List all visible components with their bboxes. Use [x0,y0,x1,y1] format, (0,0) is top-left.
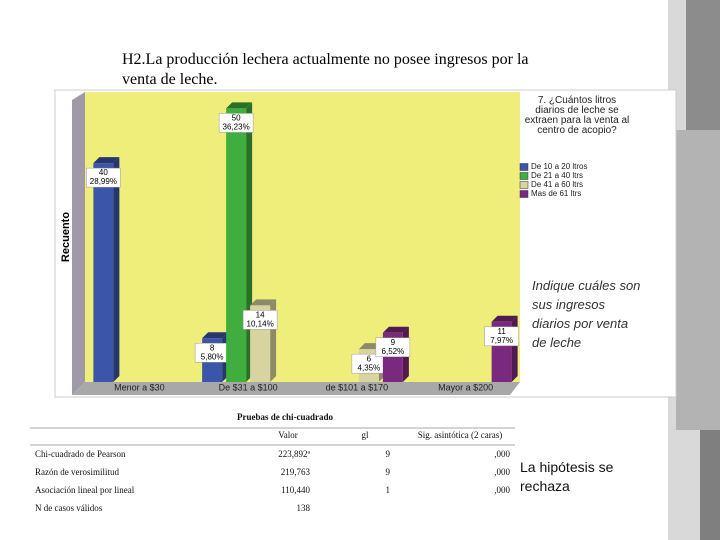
table-cell: ,000 [494,467,510,477]
bar-top [226,102,253,109]
x-tick-label: De $31 a $100 [219,382,278,392]
table-title: Pruebas de chi-cuadrado [237,412,334,422]
table-cell: 138 [297,503,311,513]
legend-label: De 41 a 60 ltrs [531,180,583,189]
data-label: 14 [256,311,265,320]
table-cell: 9 [386,467,391,477]
side-wall [72,92,85,395]
table-row-label: Chi-cuadrado de Pearson [35,449,126,459]
data-label-box [242,310,278,330]
data-label-box [375,337,411,358]
decor-strip [676,130,720,430]
data-label-box [86,167,121,188]
data-label: 50 [232,114,241,123]
side-note: Indique cuáles son sus ingresos diarios … [532,278,641,350]
table-row-label: N de casos válidos [35,503,103,513]
table-header: Sig. asintótica (2 caras) [418,430,502,440]
percent-label: 10,14% [247,320,274,329]
table-cell: 1 [386,485,391,495]
legend-label: De 21 a 40 ltrs [531,171,583,180]
bar-side [113,157,120,382]
decor-strip [686,0,720,130]
data-label-box [484,326,519,347]
bar-top [382,326,409,333]
percent-label: 4,35% [358,363,381,372]
table-row-label: Razón de verosimilitud [35,467,119,477]
data-label: 40 [99,168,108,177]
x-tick-label: Mayor a $200 [438,382,493,392]
data-label: 8 [210,343,215,352]
percent-label: 28,99% [90,177,117,186]
table-cell: 219,763 [281,467,311,477]
table-cell: ,000 [494,485,510,495]
bar-top [202,332,229,339]
data-label: 6 [367,354,372,363]
bar-top [250,299,277,306]
table-header: Valor [278,430,298,440]
table-cell: 223,892ª [278,449,310,459]
table-row-label: Asociación lineal por lineal [35,485,135,495]
bar-side [511,315,518,382]
table-header: gl [361,430,369,440]
percent-label: 6,52% [382,347,405,356]
data-label: 9 [391,338,396,347]
legend-label: Mas de 61 ltrs [531,189,581,198]
decor-strip [700,430,720,540]
conclusion: La hipótesis se rechaza [520,459,614,494]
bar [226,108,247,382]
table-cell: 110,440 [281,485,310,495]
table-cell: 9 [386,449,391,459]
bar-top [93,157,120,164]
legend-swatch [519,181,529,189]
legend-title: 7. ¿Cuántos litros diarios de leche se e… [524,95,630,136]
heading: H2.La producción lechera actualmente no … [122,51,529,88]
percent-label: 5,80% [201,352,224,361]
x-tick-label: Menor a $30 [114,382,165,392]
legend-swatch [519,190,529,198]
legend-label: De 10 a 20 ltros [531,162,587,171]
percent-label: 36,23% [223,123,250,132]
x-tick-label: de $101 a $170 [326,382,389,392]
y-axis-label: Recuento [60,212,72,262]
bar-top [491,315,518,322]
plot-area [85,92,520,382]
data-label-box [218,113,254,133]
legend-swatch [519,172,529,180]
data-label: 11 [497,327,506,336]
legend-swatch [519,163,529,171]
percent-label: 7,97% [490,336,513,345]
floor [72,382,520,395]
bar [93,163,114,382]
table-cell: ,000 [494,449,510,459]
